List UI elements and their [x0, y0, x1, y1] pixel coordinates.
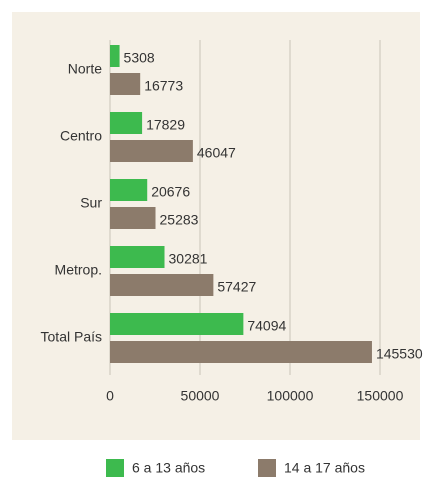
- x-tick-label: 150000: [357, 388, 404, 404]
- bar: [110, 207, 156, 229]
- y-tick-label: Total País: [41, 329, 102, 345]
- y-tick-label: Norte: [68, 61, 102, 77]
- value-label: 17829: [146, 117, 185, 133]
- value-label: 25283: [160, 212, 199, 228]
- bar: [110, 179, 148, 201]
- value-label: 145530: [376, 346, 423, 362]
- value-label: 57427: [217, 279, 256, 295]
- value-label: 46047: [197, 145, 236, 161]
- legend-swatch: [258, 459, 276, 477]
- value-label: 74094: [247, 318, 286, 334]
- y-tick-label: Centro: [60, 128, 102, 144]
- value-label: 30281: [169, 251, 208, 267]
- legend-label: 14 a 17 años: [284, 460, 365, 476]
- bar: [110, 246, 165, 268]
- x-tick-label: 50000: [181, 388, 220, 404]
- value-label: 16773: [144, 78, 183, 94]
- bar: [110, 341, 372, 363]
- bar: [110, 45, 120, 67]
- legend-swatch: [106, 459, 124, 477]
- bar: [110, 112, 143, 134]
- value-label: 20676: [151, 184, 190, 200]
- value-label: 5308: [124, 50, 155, 66]
- x-tick-label: 0: [106, 388, 114, 404]
- plot-panel: [12, 12, 420, 440]
- y-tick-label: Metrop.: [55, 262, 102, 278]
- x-tick-label: 100000: [267, 388, 314, 404]
- legend-label: 6 a 13 años: [132, 460, 205, 476]
- bar: [110, 140, 193, 162]
- bar: [110, 313, 244, 335]
- bar: [110, 73, 141, 95]
- bar: [110, 274, 214, 296]
- y-tick-label: Sur: [80, 195, 102, 211]
